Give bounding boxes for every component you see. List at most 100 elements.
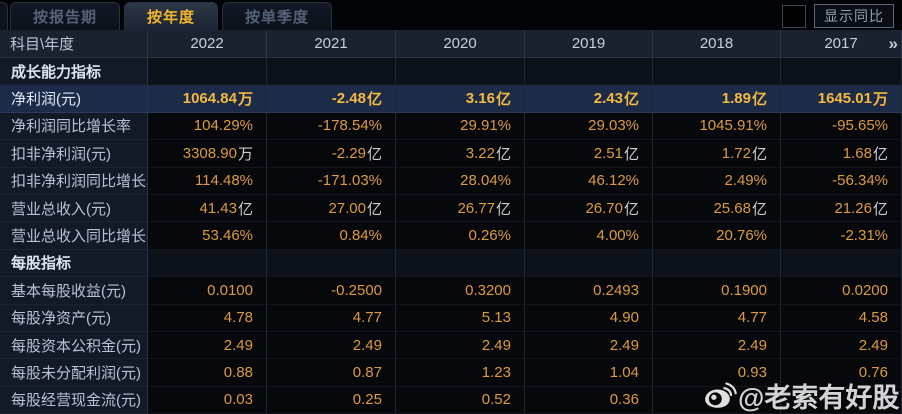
- cell-value: 4.78: [223, 309, 253, 327]
- cell-value: 0.76: [858, 363, 888, 381]
- show-yoy-label[interactable]: 显示同比: [814, 4, 894, 28]
- tab-stub-decor: [0, 2, 8, 30]
- data-cell: -0.2500: [267, 277, 396, 305]
- table-row[interactable]: 每股未分配利润(元) 0.88 0.87 1.23 1.04 0.93 0.76: [0, 359, 902, 387]
- cell-value: 2.49: [737, 336, 767, 354]
- cell-unit: 亿: [366, 200, 382, 218]
- indicators-table: 科目\年度 2022 2021 2020 2019 2018 2017 » 成长…: [0, 30, 902, 414]
- row-label: 成长能力指标: [0, 58, 148, 86]
- cell-value: 26.77: [457, 199, 495, 217]
- cell-unit: 万: [237, 145, 253, 163]
- cell-value: -56.34%: [832, 172, 888, 190]
- year-header-2021: 2021: [267, 30, 396, 58]
- data-cell: [267, 58, 396, 86]
- tab-by-year[interactable]: 按年度: [124, 2, 219, 30]
- data-cell: [267, 249, 396, 278]
- data-cell: 0.03: [148, 386, 267, 414]
- cell-value: -2.31%: [840, 227, 888, 245]
- cell-value: 2.49: [858, 336, 888, 354]
- table-row[interactable]: 扣非净利润(元) 3308.90 万 -2.29 亿 3.22 亿 2.51 亿 1.72 亿 1.6…: [0, 140, 902, 168]
- year-header-2019: 2019: [525, 30, 653, 58]
- data-cell: -2.31%: [781, 222, 902, 250]
- table-row[interactable]: 每股净资产(元) 4.78 4.77 5.13 4.90 4.77 4.58: [0, 304, 902, 332]
- table-row[interactable]: 净利润同比增长率 104.29% -178.54% 29.91% 29.03% 1045.…: [0, 112, 902, 141]
- cell-value: -2.48: [331, 90, 366, 108]
- data-cell: [525, 249, 653, 278]
- cell-value: 5.13: [481, 309, 511, 327]
- data-cell: 2.49: [396, 331, 525, 360]
- cell-value: 0.03: [223, 391, 253, 409]
- data-cell: [653, 249, 781, 278]
- data-cell: [781, 58, 902, 86]
- data-cell: 0.2493: [525, 277, 653, 305]
- cell-unit: 亿: [623, 145, 639, 163]
- year-header-2020: 2020: [396, 30, 525, 58]
- cell-unit: 亿: [751, 91, 767, 109]
- table-row[interactable]: 营业总收入同比增长率 53.46% 0.84% 0.26% 4.00% 20.76% -2.…: [0, 222, 902, 250]
- cell-value: 4.90: [609, 309, 639, 327]
- table-row[interactable]: 营业总收入(元) 41.43 亿 27.00 亿 26.77 亿 26.70 亿 25.68 亿 21…: [0, 194, 902, 223]
- section-row[interactable]: 成长能力指标: [0, 58, 902, 86]
- data-cell: 2.51 亿: [525, 140, 653, 168]
- cell-value: 2.49%: [724, 172, 767, 190]
- data-cell: 0.3200: [396, 277, 525, 305]
- data-cell: [148, 249, 267, 278]
- cell-unit: 亿: [366, 145, 382, 163]
- data-cell: 21.26 亿: [781, 194, 902, 223]
- cell-value: 29.91%: [460, 117, 511, 135]
- cell-value: 2.49: [352, 336, 382, 354]
- cell-value: 3.16: [465, 90, 495, 108]
- cell-value: 1.04: [609, 363, 639, 381]
- cell-value: 2.49: [481, 336, 511, 354]
- cell-value: -0.2500: [331, 281, 382, 299]
- tab-by-single-quarter[interactable]: 按单季度: [222, 2, 333, 30]
- cell-value: 28.04%: [460, 172, 511, 190]
- more-years-icon[interactable]: »: [888, 33, 899, 53]
- table-row[interactable]: 每股经营现金流(元) 0.03 0.25 0.52 0.36: [0, 386, 902, 414]
- cell-value: 0.25: [352, 391, 382, 409]
- data-cell: 2.49: [148, 331, 267, 360]
- cell-value: 0.26%: [468, 227, 511, 245]
- tab-by-report-period[interactable]: 按报告期: [10, 2, 121, 30]
- section-row[interactable]: 每股指标: [0, 249, 902, 278]
- data-cell: [781, 249, 902, 278]
- table-row[interactable]: 扣非净利润同比增长率 114.48% -171.03% 28.04% 46.12% 2.4…: [0, 167, 902, 195]
- row-label: 基本每股收益(元): [0, 277, 148, 305]
- table-row[interactable]: 基本每股收益(元) 0.0100 -0.2500 0.3200 0.2493 0.1900…: [0, 277, 902, 305]
- data-cell: -178.54%: [267, 112, 396, 141]
- cell-value: 1.23: [481, 363, 511, 381]
- data-cell: 0.0100: [148, 277, 267, 305]
- cell-unit: 亿: [751, 145, 767, 163]
- data-cell: 3.16 亿: [396, 85, 525, 113]
- data-cell: 2.49: [781, 331, 902, 360]
- data-cell: 0.36: [525, 386, 653, 414]
- cell-value: 0.36: [609, 391, 639, 409]
- year-header-2022: 2022: [148, 30, 267, 58]
- year-header-label: 2017: [824, 35, 858, 52]
- cell-value: 0.87: [352, 363, 382, 381]
- row-label: 每股经营现金流(元): [0, 386, 148, 414]
- cell-value: 41.43: [199, 199, 237, 217]
- cell-unit: 亿: [872, 145, 888, 163]
- cell-value: 1.68: [842, 144, 872, 162]
- table-row[interactable]: 净利润(元) 1064.84 万 -2.48 亿 3.16 亿 2.43 亿 1.89 亿 1645.…: [0, 85, 902, 113]
- cell-value: -95.65%: [832, 117, 888, 135]
- cell-value: 3308.90: [182, 144, 237, 162]
- show-yoy-checkbox[interactable]: [782, 4, 806, 28]
- table-body: 成长能力指标 净利润(元) 1064.84 万 -2.48 亿 3.16 亿 2.43 亿 1.89…: [0, 58, 902, 414]
- table-row[interactable]: 每股资本公积金(元) 2.49 2.49 2.49 2.49 2.49 2.49: [0, 331, 902, 360]
- table-header-row: 科目\年度 2022 2021 2020 2019 2018 2017 »: [0, 30, 902, 58]
- row-label: 每股指标: [0, 249, 148, 278]
- row-label: 净利润(元): [0, 85, 148, 113]
- data-cell: 1.23: [396, 359, 525, 387]
- data-cell: [653, 58, 781, 86]
- data-cell: 26.77 亿: [396, 194, 525, 223]
- cell-value: 3.22: [465, 144, 495, 162]
- row-label: 每股资本公积金(元): [0, 331, 148, 360]
- cell-value: 2.49: [223, 336, 253, 354]
- data-cell: -56.34%: [781, 167, 902, 195]
- cell-unit: 万: [237, 91, 253, 109]
- data-cell: 2.49: [267, 331, 396, 360]
- data-cell: 4.58: [781, 304, 902, 332]
